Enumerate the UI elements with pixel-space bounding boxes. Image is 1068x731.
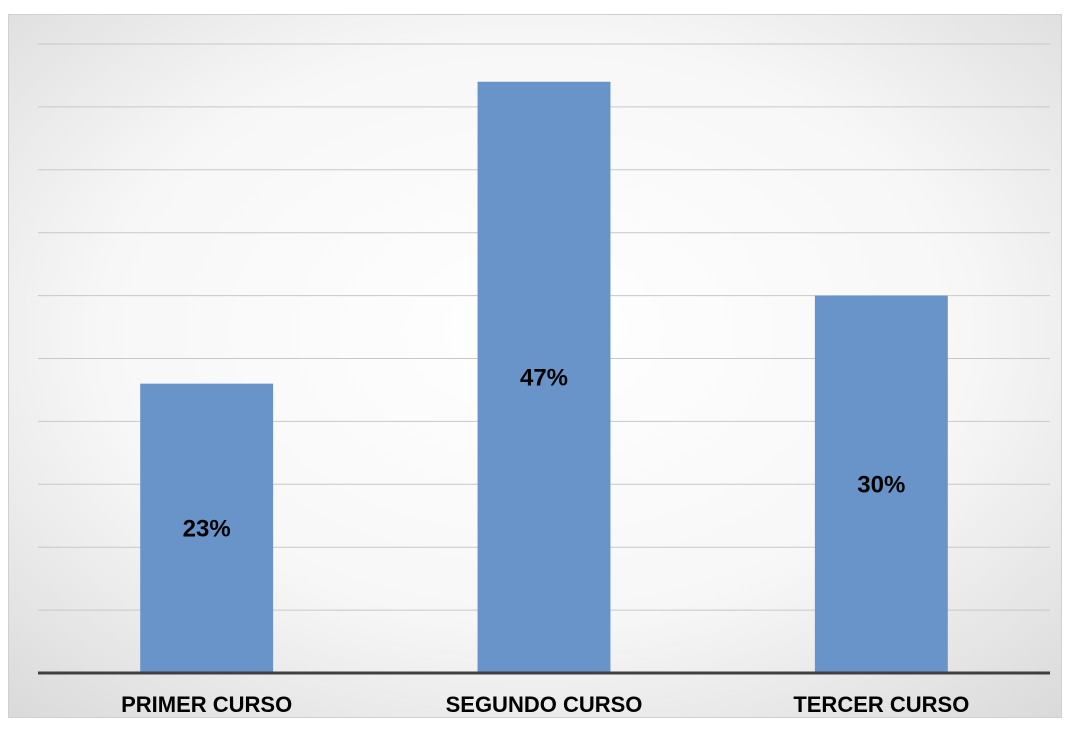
x-tick-label: TERCER CURSO xyxy=(793,692,969,717)
data-label: 30% xyxy=(857,472,905,499)
data-label: 47% xyxy=(520,365,568,392)
x-tick-label: PRIMER CURSO xyxy=(121,692,292,717)
bar xyxy=(814,295,948,673)
x-tick-label: SEGUNDO CURSO xyxy=(446,692,643,717)
data-label: 23% xyxy=(183,516,231,543)
bar xyxy=(140,383,274,673)
bar xyxy=(477,81,611,674)
